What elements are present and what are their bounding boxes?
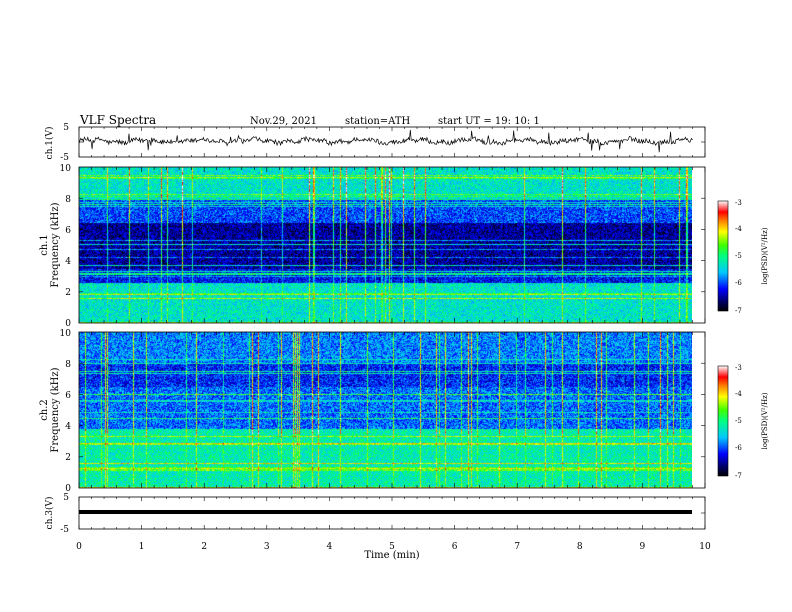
time-axis-tick-label: 9 xyxy=(640,542,646,552)
ch3-ylabel: ch.3(V) xyxy=(44,497,55,530)
ch1-colorbar-tick-7: -7 xyxy=(735,307,742,315)
ch2-spec-ytick-4: 4 xyxy=(65,422,71,432)
ch1-waveform-line xyxy=(78,129,693,153)
start-time-label: start UT = 19: 10: 1 xyxy=(438,116,540,127)
ch2-colorbar-tick-5: -5 xyxy=(735,417,742,425)
ch2-colorbar-tick-7: -7 xyxy=(735,472,742,480)
date-label: Nov.29, 2021 xyxy=(250,116,317,127)
ch1-ylabel: ch.1(V) xyxy=(44,127,55,160)
ch1-spec-channel-label: ch.1 xyxy=(39,234,50,256)
time-axis-tick-label: 7 xyxy=(514,542,520,552)
ch3-ytick-top: 5 xyxy=(63,493,69,503)
time-axis-tick-label: 10 xyxy=(699,542,711,552)
ch2-colorbar-tick-6: -6 xyxy=(735,444,742,452)
ch1-colorbar-tick-4: -4 xyxy=(735,225,742,233)
ch1-ytick-bottom: -5 xyxy=(60,153,69,163)
ch3-waveform-ticks xyxy=(78,497,706,529)
ch1-spec-ytick-10: 10 xyxy=(60,164,72,174)
ch2-spec-ytick-10: 10 xyxy=(60,329,72,339)
station-label: station=ATH xyxy=(345,116,411,127)
ch2-spec-ytick-0: 0 xyxy=(65,484,71,494)
time-axis-tick-label: 5 xyxy=(389,542,395,552)
time-axis-tick-label: 2 xyxy=(201,542,207,552)
ch2-colorbar xyxy=(717,365,729,477)
time-axis-label: Time (min) xyxy=(364,550,419,561)
ch2-colorbar-tick-3: -3 xyxy=(735,364,742,372)
ch2-spectrogram-panel: 10 8 6 4 2 0 ch.2 Frequency (kHz) -3 -4 … xyxy=(39,329,769,494)
figure-title: VLF Spectra xyxy=(79,113,156,127)
ch1-spec-ytick-0: 0 xyxy=(65,319,71,329)
time-axis-tick-labels: 0 1 2 3 4 5 6 7 8 9 10 xyxy=(76,542,711,552)
ch1-colorbar-tick-3: -3 xyxy=(735,199,742,207)
ch1-spec-ytick-4: 4 xyxy=(65,257,71,267)
time-axis-tick-label: 8 xyxy=(577,542,583,552)
ch1-spec-ytick-8: 8 xyxy=(65,195,71,205)
ch1-spec-ytick-2: 2 xyxy=(65,288,71,298)
ch1-spectrogram-image xyxy=(79,167,692,323)
ch1-colorbar xyxy=(717,200,729,312)
ch1-spec-ylabel: Frequency (kHz) xyxy=(50,202,61,287)
ch2-colorbar-label: log(PSD)(V²/Hz) xyxy=(761,392,769,449)
time-axis-tick-label: 1 xyxy=(139,542,145,552)
ch1-ytick-top: 5 xyxy=(63,123,69,133)
ch2-spectrogram-ticks xyxy=(78,332,706,488)
ch1-waveform-ticks xyxy=(78,127,706,157)
ch2-spec-ytick-6: 6 xyxy=(65,391,71,401)
time-axis-tick-label: 3 xyxy=(264,542,270,552)
ch1-colorbar-tick-5: -5 xyxy=(735,252,742,260)
ch1-waveform-panel: 5 -5 ch.1(V) xyxy=(44,123,706,163)
time-axis-tick-label: 6 xyxy=(452,542,458,552)
ch2-spec-ylabel: Frequency (kHz) xyxy=(50,367,61,452)
ch1-colorbar-tick-6: -6 xyxy=(735,279,742,287)
ch1-spectrogram-panel: 10 8 6 4 2 0 ch.1 Frequency (kHz) -3 -4 … xyxy=(39,164,769,329)
ch1-colorbar-label: log(PSD)(V²/Hz) xyxy=(761,227,769,284)
ch3-waveform-line xyxy=(79,510,692,514)
time-axis-tick-label: 4 xyxy=(327,542,333,552)
time-axis-tick-label: 0 xyxy=(76,542,82,552)
ch3-waveform-panel: 5 -5 ch.3(V) 0 1 2 3 4 5 6 7 8 9 10 Time (min) xyxy=(44,493,711,561)
ch2-colorbar-tick-4: -4 xyxy=(735,390,742,398)
ch1-spec-ytick-6: 6 xyxy=(65,226,71,236)
ch2-spec-ytick-2: 2 xyxy=(65,453,71,463)
ch2-spectrogram-image xyxy=(79,332,692,488)
ch2-spec-channel-label: ch.2 xyxy=(39,399,50,421)
ch2-spec-ytick-8: 8 xyxy=(65,360,71,370)
ch3-ytick-bottom: -5 xyxy=(60,525,69,535)
ch1-spectrogram-ticks xyxy=(78,167,706,323)
